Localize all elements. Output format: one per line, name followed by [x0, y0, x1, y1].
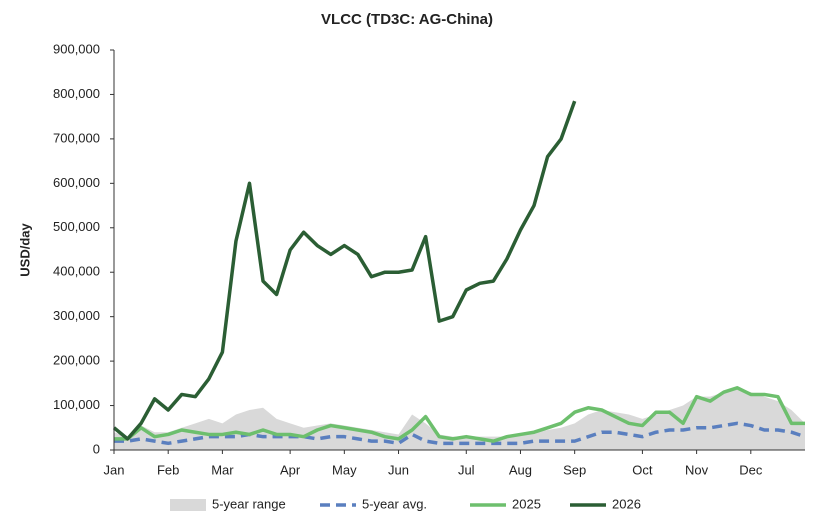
series-line	[114, 386, 805, 443]
series-line	[112, 100, 577, 441]
x-tick-label: Mar	[211, 462, 234, 477]
x-tick-label: Jun	[388, 462, 409, 477]
x-tick-label: Nov	[685, 462, 709, 477]
x-tick-label: May	[332, 462, 357, 477]
y-tick-label: 700,000	[53, 130, 100, 145]
y-tick-label: 400,000	[53, 264, 100, 279]
x-tick-label: Feb	[157, 462, 179, 477]
x-tick-label: Dec	[739, 462, 763, 477]
x-tick-label: Jan	[104, 462, 125, 477]
chart-title: VLCC (TD3C: AG-China)	[321, 11, 493, 28]
y-tick-label: 0	[93, 441, 100, 456]
series-line	[114, 421, 806, 446]
y-tick-label: 800,000	[53, 86, 100, 101]
y-tick-label: 500,000	[53, 219, 100, 234]
y-tick-label: 200,000	[53, 353, 100, 368]
y-tick-label: 300,000	[53, 308, 100, 323]
y-tick-label: 600,000	[53, 175, 100, 190]
y-tick-label: 900,000	[53, 41, 100, 56]
y-tick-label: 100,000	[53, 397, 100, 412]
legend-swatch	[170, 499, 206, 511]
x-tick-label: Aug	[509, 462, 532, 477]
legend-label: 2026	[612, 496, 641, 511]
x-tick-label: Oct	[632, 462, 653, 477]
legend-label: 5-year range	[212, 496, 286, 511]
legend-label: 5-year avg.	[362, 496, 427, 511]
legend-label: 2025	[512, 496, 541, 511]
x-tick-label: Jul	[458, 462, 475, 477]
x-tick-label: Sep	[563, 462, 586, 477]
y-axis-title: USD/day	[17, 223, 32, 277]
x-tick-label: Apr	[280, 462, 301, 477]
